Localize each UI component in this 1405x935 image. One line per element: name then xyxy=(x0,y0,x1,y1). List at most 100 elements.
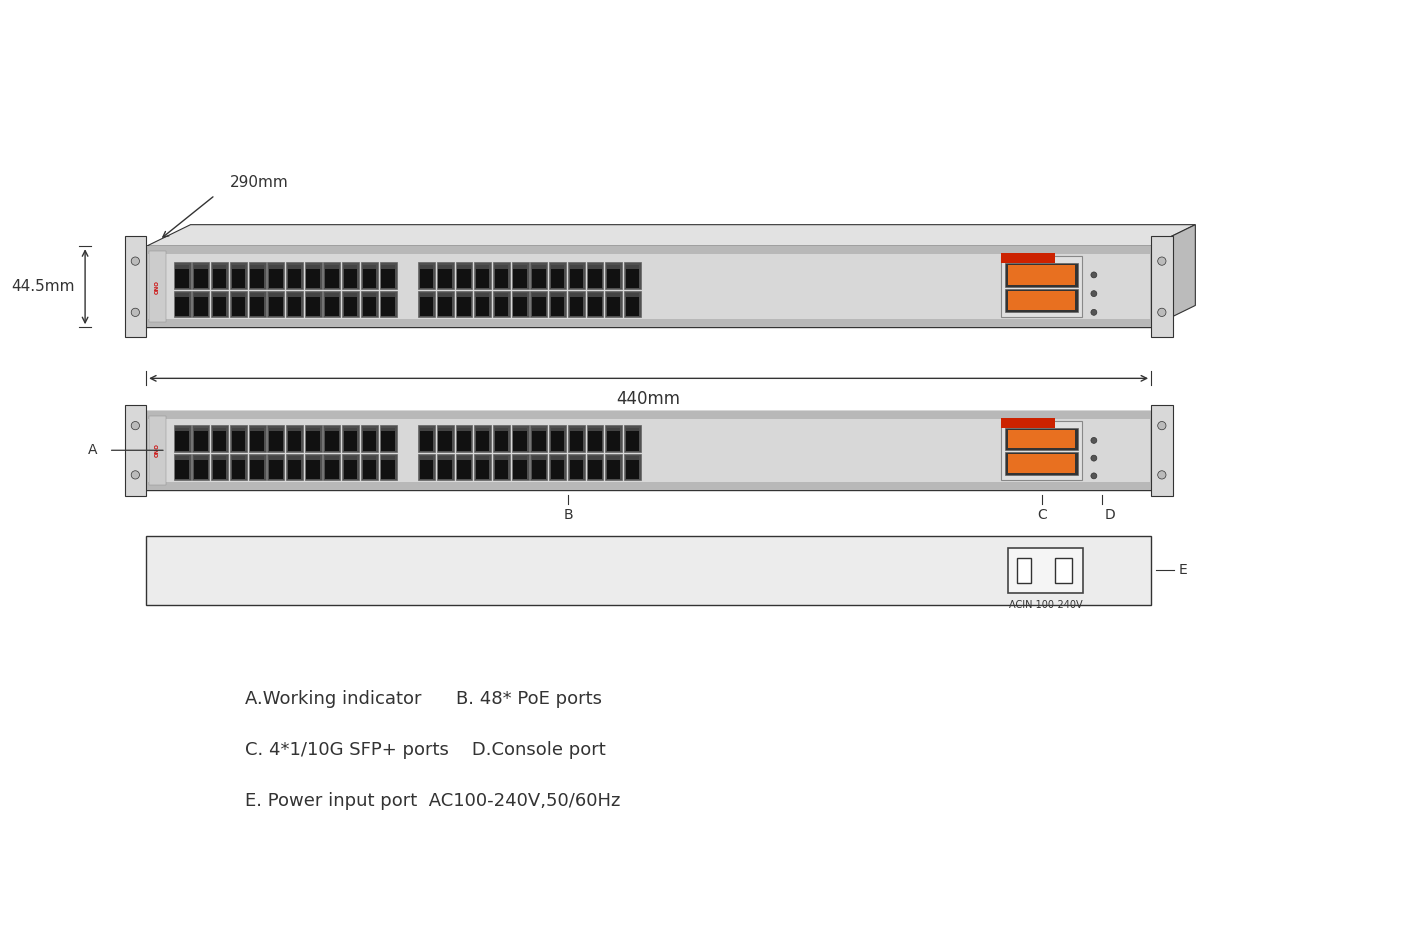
FancyBboxPatch shape xyxy=(194,456,208,460)
FancyBboxPatch shape xyxy=(214,294,226,297)
FancyBboxPatch shape xyxy=(362,456,377,460)
FancyBboxPatch shape xyxy=(146,410,1151,490)
FancyBboxPatch shape xyxy=(495,456,509,460)
Text: ONO: ONO xyxy=(155,280,160,294)
FancyBboxPatch shape xyxy=(551,268,565,288)
FancyBboxPatch shape xyxy=(457,460,471,479)
FancyBboxPatch shape xyxy=(267,263,284,289)
FancyBboxPatch shape xyxy=(420,460,433,479)
FancyBboxPatch shape xyxy=(268,266,282,268)
FancyBboxPatch shape xyxy=(306,294,320,297)
FancyBboxPatch shape xyxy=(607,460,621,479)
FancyBboxPatch shape xyxy=(532,268,545,288)
FancyBboxPatch shape xyxy=(325,460,339,479)
FancyBboxPatch shape xyxy=(495,428,509,431)
FancyBboxPatch shape xyxy=(438,268,452,288)
FancyBboxPatch shape xyxy=(532,294,545,297)
FancyBboxPatch shape xyxy=(419,291,436,317)
FancyBboxPatch shape xyxy=(381,460,395,479)
FancyBboxPatch shape xyxy=(214,456,226,460)
FancyBboxPatch shape xyxy=(306,460,320,479)
FancyBboxPatch shape xyxy=(437,291,454,317)
FancyBboxPatch shape xyxy=(194,266,208,268)
FancyBboxPatch shape xyxy=(211,453,228,481)
FancyBboxPatch shape xyxy=(568,453,584,481)
Text: A: A xyxy=(87,443,97,457)
FancyBboxPatch shape xyxy=(625,268,639,288)
Text: 290mm: 290mm xyxy=(230,175,288,190)
FancyBboxPatch shape xyxy=(379,263,396,289)
FancyBboxPatch shape xyxy=(230,425,247,452)
FancyBboxPatch shape xyxy=(586,425,604,452)
FancyBboxPatch shape xyxy=(288,460,301,479)
FancyBboxPatch shape xyxy=(607,266,621,268)
FancyBboxPatch shape xyxy=(513,294,527,297)
FancyBboxPatch shape xyxy=(476,294,489,297)
FancyBboxPatch shape xyxy=(589,294,601,297)
FancyBboxPatch shape xyxy=(476,428,489,431)
FancyBboxPatch shape xyxy=(176,294,190,297)
FancyBboxPatch shape xyxy=(549,453,566,481)
FancyBboxPatch shape xyxy=(149,416,166,484)
FancyBboxPatch shape xyxy=(625,431,639,451)
FancyBboxPatch shape xyxy=(232,268,244,288)
Circle shape xyxy=(1090,272,1097,278)
Circle shape xyxy=(131,470,139,479)
FancyBboxPatch shape xyxy=(475,453,492,481)
FancyBboxPatch shape xyxy=(513,431,527,451)
FancyBboxPatch shape xyxy=(457,456,471,460)
FancyBboxPatch shape xyxy=(455,453,472,481)
FancyBboxPatch shape xyxy=(381,428,395,431)
FancyBboxPatch shape xyxy=(287,291,303,317)
Circle shape xyxy=(1090,455,1097,461)
FancyBboxPatch shape xyxy=(230,291,247,317)
FancyBboxPatch shape xyxy=(174,425,191,452)
FancyBboxPatch shape xyxy=(146,482,1151,490)
FancyBboxPatch shape xyxy=(1151,237,1173,337)
FancyBboxPatch shape xyxy=(569,428,583,431)
FancyBboxPatch shape xyxy=(586,291,604,317)
FancyBboxPatch shape xyxy=(146,536,1151,605)
FancyBboxPatch shape xyxy=(194,297,208,316)
FancyBboxPatch shape xyxy=(513,268,527,288)
FancyBboxPatch shape xyxy=(176,297,190,316)
FancyBboxPatch shape xyxy=(1002,421,1082,480)
FancyBboxPatch shape xyxy=(361,291,378,317)
FancyBboxPatch shape xyxy=(214,460,226,479)
FancyBboxPatch shape xyxy=(250,460,264,479)
FancyBboxPatch shape xyxy=(146,246,1151,327)
Text: C: C xyxy=(1037,509,1047,523)
FancyBboxPatch shape xyxy=(551,266,565,268)
FancyBboxPatch shape xyxy=(1002,418,1055,427)
Circle shape xyxy=(131,422,139,430)
FancyBboxPatch shape xyxy=(476,266,489,268)
FancyBboxPatch shape xyxy=(344,456,357,460)
FancyBboxPatch shape xyxy=(606,291,622,317)
FancyBboxPatch shape xyxy=(476,297,489,316)
FancyBboxPatch shape xyxy=(230,263,247,289)
FancyBboxPatch shape xyxy=(493,425,510,452)
FancyBboxPatch shape xyxy=(1009,429,1075,448)
FancyBboxPatch shape xyxy=(125,237,146,337)
FancyBboxPatch shape xyxy=(589,456,601,460)
FancyBboxPatch shape xyxy=(420,268,433,288)
FancyBboxPatch shape xyxy=(438,431,452,451)
FancyBboxPatch shape xyxy=(1009,454,1075,473)
FancyBboxPatch shape xyxy=(194,428,208,431)
FancyBboxPatch shape xyxy=(379,425,396,452)
Circle shape xyxy=(1158,257,1166,266)
FancyBboxPatch shape xyxy=(589,428,601,431)
FancyBboxPatch shape xyxy=(1005,427,1078,451)
FancyBboxPatch shape xyxy=(288,428,301,431)
FancyBboxPatch shape xyxy=(551,456,565,460)
FancyBboxPatch shape xyxy=(420,428,433,431)
FancyBboxPatch shape xyxy=(532,460,545,479)
FancyBboxPatch shape xyxy=(268,460,282,479)
FancyBboxPatch shape xyxy=(306,431,320,451)
FancyBboxPatch shape xyxy=(530,263,548,289)
FancyBboxPatch shape xyxy=(437,453,454,481)
FancyBboxPatch shape xyxy=(569,297,583,316)
FancyBboxPatch shape xyxy=(1005,453,1078,475)
FancyBboxPatch shape xyxy=(607,268,621,288)
FancyBboxPatch shape xyxy=(569,266,583,268)
